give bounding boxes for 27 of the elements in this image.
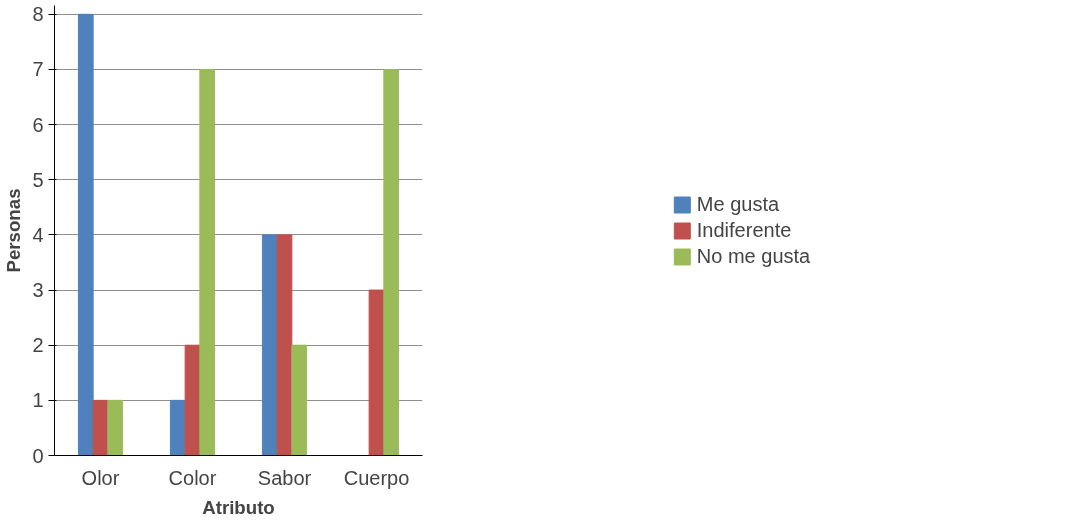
bar <box>107 399 124 456</box>
x-tick-label: Cuerpo <box>343 466 410 489</box>
y-tick-label: 3 <box>32 279 44 302</box>
y-tick-label: 5 <box>32 168 44 191</box>
x-axis-title: Atributo <box>202 496 275 518</box>
x-tick-label: Olor <box>81 466 120 489</box>
bar <box>368 289 385 456</box>
legend-label: Me gusta <box>696 192 780 216</box>
bar <box>199 68 216 456</box>
bar <box>184 344 201 456</box>
y-axis-title: Personas <box>3 188 25 273</box>
bar <box>276 234 293 456</box>
bar <box>77 13 94 456</box>
bar <box>291 344 308 456</box>
y-tick-label: 0 <box>32 444 44 467</box>
y-tick-label: 1 <box>32 389 44 412</box>
x-tick-label: Color <box>168 466 217 489</box>
bar <box>383 68 400 456</box>
bar <box>92 399 109 456</box>
y-tick-label: 6 <box>32 113 44 136</box>
legend-label: No me gusta <box>696 244 811 268</box>
y-tick-label: 7 <box>32 58 44 81</box>
y-tick-label: 4 <box>32 223 44 246</box>
y-tick-label: 8 <box>32 3 44 26</box>
y-tick-label: 2 <box>32 334 44 357</box>
x-tick-label: Sabor <box>257 466 312 489</box>
legend-label: Indiferente <box>696 218 792 242</box>
